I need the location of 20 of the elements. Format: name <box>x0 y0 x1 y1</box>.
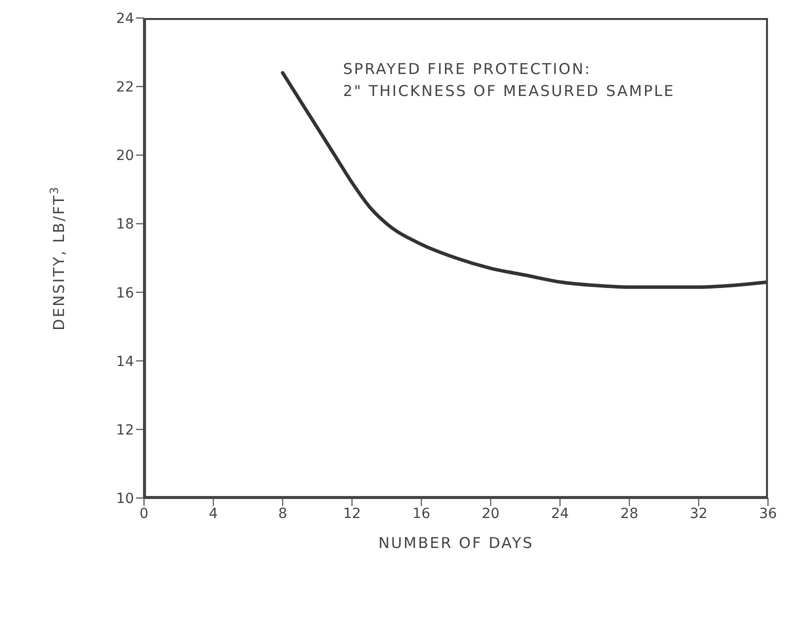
x-tick-label: 24 <box>551 506 569 522</box>
x-tick-label: 20 <box>482 506 500 522</box>
y-tick-label: 10 <box>116 490 134 507</box>
x-tick-label: 36 <box>759 506 777 522</box>
x-tick-label: 28 <box>620 506 638 522</box>
y-tick-label: 20 <box>116 148 134 164</box>
y-tick-label: 12 <box>116 422 134 438</box>
y-tick-label: 22 <box>116 80 134 96</box>
y-tick-label: 16 <box>116 285 134 302</box>
y-tick-label: 14 <box>116 354 134 370</box>
y-tick-label: 24 <box>116 10 134 27</box>
annotation: SPRAYED FIRE PROTECTION: 2" THICKNESS OF MEASURED SAMPLE <box>343 59 675 102</box>
x-tick-label: 16 <box>412 506 430 522</box>
y-tick-label: 18 <box>116 216 134 233</box>
x-tick-label: 4 <box>208 506 218 522</box>
x-tick-label: 12 <box>343 506 361 522</box>
x-tick-label: 0 <box>140 506 148 522</box>
x-axis-title: NUMBER OF DAYS <box>378 534 534 552</box>
x-tick-label: 32 <box>690 506 708 522</box>
x-tick-label: 8 <box>278 506 288 522</box>
